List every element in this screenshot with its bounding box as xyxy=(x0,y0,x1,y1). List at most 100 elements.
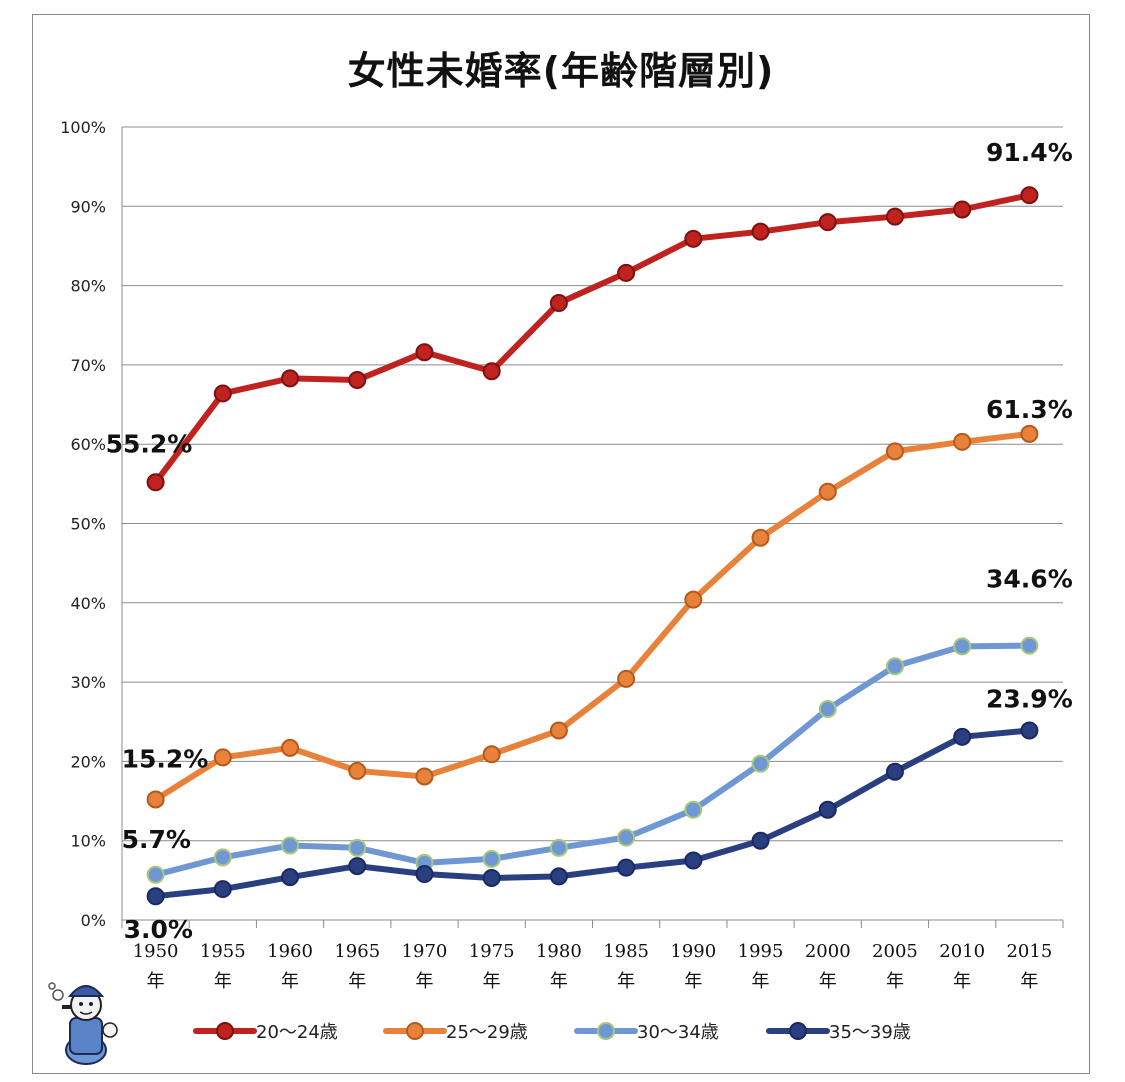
legend-marker xyxy=(597,1022,615,1040)
data-point xyxy=(348,761,367,780)
x-tick-suffix: 年 xyxy=(617,971,635,992)
x-tick-label: 1955 xyxy=(200,941,246,962)
y-tick-label: 0% xyxy=(81,911,106,930)
data-label: 15.2% xyxy=(122,744,209,773)
series-group xyxy=(146,186,1039,906)
x-tick-suffix: 年 xyxy=(752,971,770,992)
data-point xyxy=(818,213,837,232)
data-point xyxy=(281,738,300,757)
data-point xyxy=(482,745,501,764)
x-tick-suffix: 年 xyxy=(483,971,501,992)
x-tick-suffix: 年 xyxy=(684,971,702,992)
y-tick-label: 90% xyxy=(70,197,106,216)
data-point xyxy=(146,790,165,809)
data-label: 5.7% xyxy=(122,825,191,854)
x-tick-label: 1985 xyxy=(603,941,649,962)
data-point xyxy=(549,867,568,886)
data-point xyxy=(213,848,232,867)
x-tick-suffix: 年 xyxy=(550,971,568,992)
data-label: 91.4% xyxy=(986,138,1073,167)
x-tick-label: 1980 xyxy=(536,941,582,962)
data-point xyxy=(953,432,972,451)
y-tick-label: 10% xyxy=(70,832,106,851)
x-tick-suffix: 年 xyxy=(147,971,165,992)
data-point xyxy=(549,294,568,313)
data-point xyxy=(617,669,636,688)
series-line-3 xyxy=(152,727,1033,900)
y-tick-label: 80% xyxy=(70,277,106,296)
data-point xyxy=(146,473,165,492)
y-tick-label: 30% xyxy=(70,673,106,692)
data-point xyxy=(146,887,165,906)
x-tick-label: 2010 xyxy=(939,941,985,962)
legend: 20〜24歳 25〜29歳 30〜34歳 35〜39歳 xyxy=(193,1022,911,1043)
data-point xyxy=(1020,186,1039,205)
data-point xyxy=(684,800,703,819)
x-tick-suffix: 年 xyxy=(819,971,837,992)
data-point xyxy=(684,590,703,609)
data-point xyxy=(348,857,367,876)
legend-marker xyxy=(789,1022,807,1040)
series-line-2 xyxy=(152,642,1033,878)
legend-label: 20〜24歳 xyxy=(256,1022,338,1043)
data-point xyxy=(213,384,232,403)
data-point xyxy=(213,880,232,899)
data-point xyxy=(617,263,636,282)
data-point xyxy=(348,370,367,389)
x-tick-label: 2000 xyxy=(805,941,851,962)
legend-marker xyxy=(406,1022,424,1040)
x-tick-label: 1960 xyxy=(267,941,313,962)
data-point xyxy=(415,865,434,884)
data-label: 23.9% xyxy=(986,684,1073,713)
data-point xyxy=(1020,424,1039,443)
data-point xyxy=(617,828,636,847)
grid-lines xyxy=(122,126,1063,842)
data-point xyxy=(885,442,904,461)
x-tick-suffix: 年 xyxy=(415,971,433,992)
data-point xyxy=(953,637,972,656)
data-point xyxy=(281,868,300,887)
data-point xyxy=(751,831,770,850)
x-tick-label: 1965 xyxy=(334,941,380,962)
series-line-0 xyxy=(152,192,1033,486)
x-tick-label: 1995 xyxy=(738,941,784,962)
data-point xyxy=(885,762,904,781)
x-tick-suffix: 年 xyxy=(886,971,904,992)
data-point xyxy=(549,838,568,857)
data-point xyxy=(415,343,434,362)
data-point xyxy=(213,748,232,767)
legend-marker xyxy=(216,1022,234,1040)
data-labels: 55.2% 91.4% 15.2% 61.3% 5.7% 34.6% 3.0% 23.9% xyxy=(106,138,1073,944)
data-point xyxy=(348,838,367,857)
data-point xyxy=(751,528,770,547)
x-tick-suffix: 年 xyxy=(348,971,366,992)
x-tick-suffix: 年 xyxy=(1020,971,1038,992)
data-point xyxy=(482,849,501,868)
legend-label: 35〜39歳 xyxy=(829,1022,911,1043)
x-tick-label: 1970 xyxy=(402,941,448,962)
y-axis-ticks: 0% 10% 20% 30% 40% 50% 60% 70% 80% 90% 100% xyxy=(60,118,106,930)
x-tick-suffix: 年 xyxy=(214,971,232,992)
data-point xyxy=(818,800,837,819)
data-label: 3.0% xyxy=(124,915,193,944)
mascot-icon xyxy=(48,982,118,1065)
data-label: 34.6% xyxy=(986,565,1073,594)
data-point xyxy=(818,700,837,719)
y-tick-label: 50% xyxy=(70,515,106,534)
data-point xyxy=(885,657,904,676)
data-point xyxy=(953,727,972,746)
data-point xyxy=(415,767,434,786)
data-point xyxy=(751,222,770,241)
y-tick-label: 40% xyxy=(70,594,106,613)
x-axis-ticks: 1950 年 1955 年 1960 年 1965 年 1970 年 1975 年 1980 年 1985 年… xyxy=(133,941,1053,992)
data-point xyxy=(146,865,165,884)
series-line-1 xyxy=(152,430,1033,803)
x-tick-label: 2005 xyxy=(872,941,918,962)
data-point xyxy=(617,858,636,877)
data-point xyxy=(482,362,501,381)
y-tick-label: 70% xyxy=(70,356,106,375)
y-tick-label: 20% xyxy=(70,752,106,771)
axes xyxy=(121,127,1064,928)
x-tick-label: 1990 xyxy=(670,941,716,962)
data-point xyxy=(1020,636,1039,655)
